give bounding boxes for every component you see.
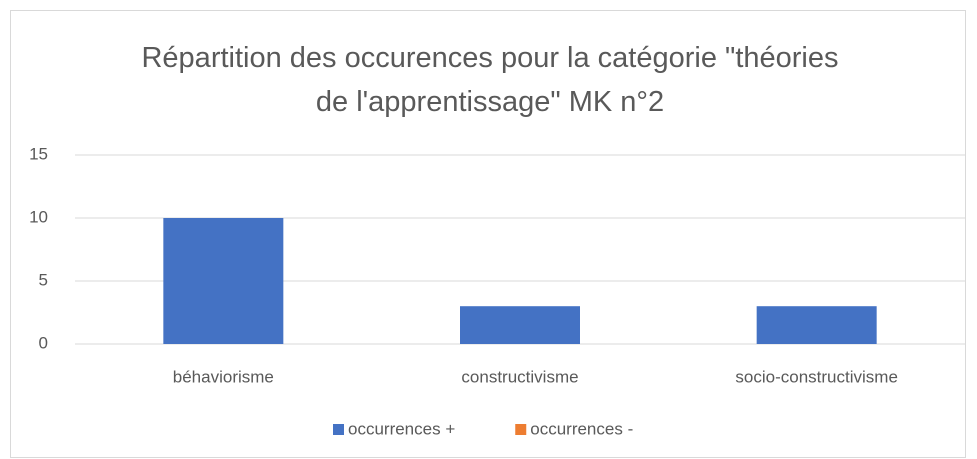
legend-label: occurrences - bbox=[530, 419, 633, 438]
y-tick-label: 15 bbox=[29, 144, 48, 163]
legend-swatch bbox=[515, 424, 527, 435]
bar bbox=[163, 218, 284, 344]
x-tick-label: socio-constructivisme bbox=[735, 367, 898, 386]
bar bbox=[756, 306, 877, 344]
bar bbox=[460, 306, 580, 344]
x-tick-label: constructivisme bbox=[461, 367, 578, 386]
legend-label: occurrences + bbox=[348, 419, 455, 438]
chart-title: Répartition des occurences pour la catég… bbox=[141, 42, 839, 118]
y-tick-label: 5 bbox=[39, 270, 48, 289]
legend-swatch bbox=[333, 424, 344, 435]
y-tick-label: 0 bbox=[39, 333, 48, 352]
x-tick-label: béhaviorisme bbox=[173, 367, 274, 386]
y-tick-label: 10 bbox=[29, 207, 48, 226]
